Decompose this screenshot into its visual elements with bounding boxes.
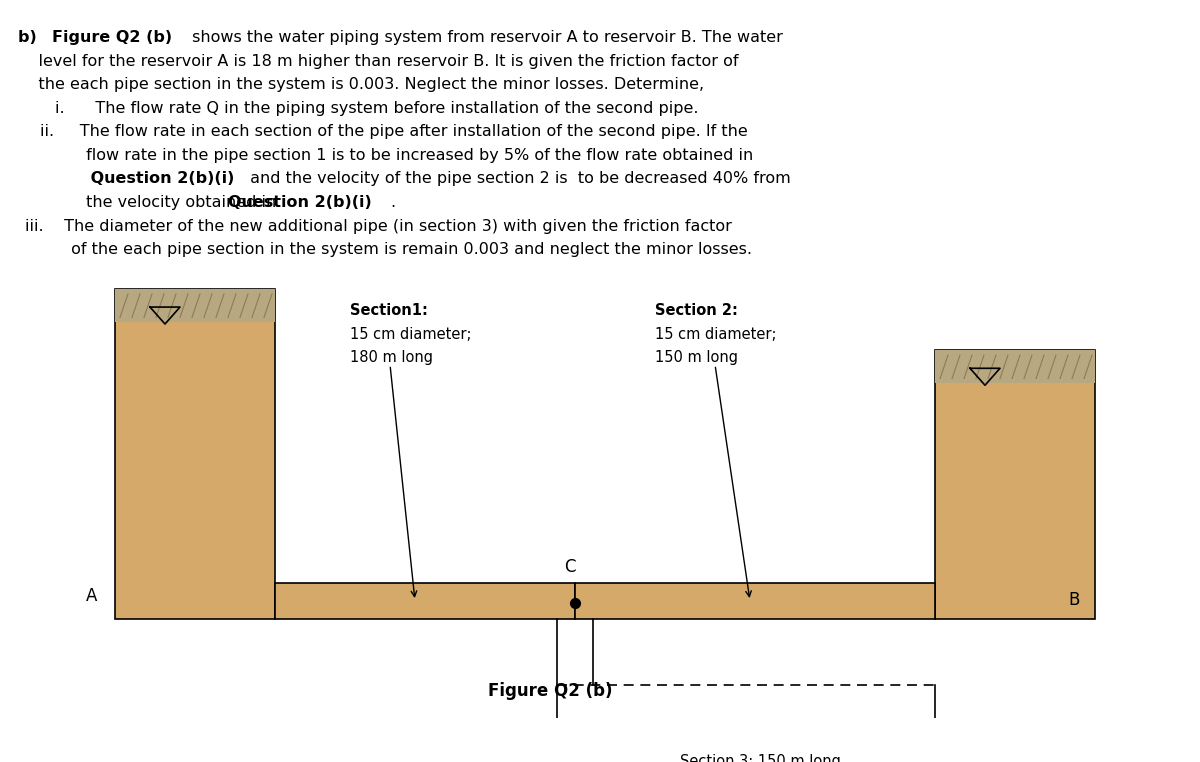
Text: Figure Q2 (b): Figure Q2 (b) (52, 30, 172, 45)
Text: Question 2(b)(i): Question 2(b)(i) (228, 195, 372, 210)
Text: C: C (564, 558, 576, 575)
Text: A: A (85, 587, 97, 605)
Bar (115, 289, 275, 619)
Bar (575, 583, 935, 619)
Text: 180 m long: 180 m long (350, 351, 433, 366)
Text: level for the reservoir A is 18 m higher than reservoir B. It is given the frict: level for the reservoir A is 18 m higher… (18, 53, 738, 69)
Text: of the each pipe section in the system is remain 0.003 and neglect the minor los: of the each pipe section in the system i… (25, 242, 752, 257)
Text: 15 cm diameter;: 15 cm diameter; (655, 327, 776, 342)
Text: b): b) (18, 30, 42, 45)
Text: .: . (390, 195, 395, 210)
Text: 15 cm diameter;: 15 cm diameter; (350, 327, 472, 342)
Text: iii.    The diameter of the new additional pipe (in section 3) with given the fr: iii. The diameter of the new additional … (25, 219, 732, 233)
Text: Question 2(b)(i): Question 2(b)(i) (40, 171, 234, 187)
Text: B: B (1069, 591, 1080, 610)
Text: Section1:: Section1: (350, 303, 428, 319)
Bar (935, 351, 1096, 619)
Text: i.      The flow rate Q in the piping system before installation of the second p: i. The flow rate Q in the piping system … (55, 101, 698, 116)
Text: ii.     The flow rate in each section of the pipe after installation of the seco: ii. The flow rate in each section of the… (40, 124, 748, 139)
Bar (275, 583, 575, 619)
Text: and the velocity of the pipe section 2 is  to be decreased 40% from: and the velocity of the pipe section 2 i… (245, 171, 791, 187)
Text: the each pipe section in the system is 0.003. Neglect the minor losses. Determin: the each pipe section in the system is 0… (18, 77, 704, 92)
Text: flow rate in the pipe section 1 is to be increased by 5% of the flow rate obtain: flow rate in the pipe section 1 is to be… (40, 148, 754, 163)
Bar (115, 289, 275, 322)
Bar (935, 351, 1096, 383)
Text: Figure Q2 (b): Figure Q2 (b) (487, 682, 612, 700)
Text: 150 m long: 150 m long (655, 351, 738, 366)
Text: shows the water piping system from reservoir A to reservoir B. The water: shows the water piping system from reser… (187, 30, 782, 45)
Text: Section 3: 150 m long: Section 3: 150 m long (680, 754, 841, 762)
Text: Section 2:: Section 2: (655, 303, 738, 319)
Text: the velocity obtained in: the velocity obtained in (40, 195, 281, 210)
